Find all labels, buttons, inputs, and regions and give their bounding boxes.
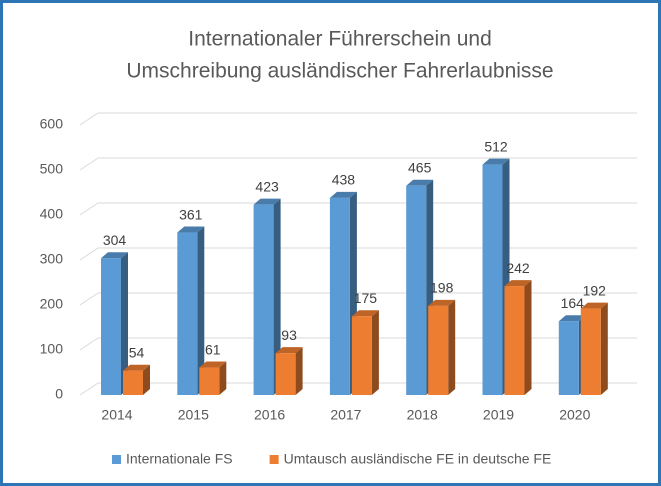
bar-top xyxy=(351,310,379,317)
bar xyxy=(275,353,296,395)
bar xyxy=(199,367,220,395)
bar-top xyxy=(428,299,456,306)
bar-side xyxy=(371,310,379,395)
bar xyxy=(428,305,449,395)
legend-label: Internationale FS xyxy=(126,451,233,467)
value-label: 192 xyxy=(583,282,607,298)
grid-line xyxy=(79,382,99,396)
bar-side xyxy=(600,302,608,395)
bar-top xyxy=(123,364,150,371)
value-label: 438 xyxy=(332,172,356,188)
grid-line xyxy=(79,112,99,126)
bar-side xyxy=(524,280,532,395)
x-tick-label: 2020 xyxy=(559,407,590,423)
bar xyxy=(580,308,601,395)
value-label: 93 xyxy=(281,327,297,343)
value-label: 175 xyxy=(354,290,378,306)
bar xyxy=(329,197,350,395)
grid-line xyxy=(79,247,99,261)
bar-top xyxy=(504,280,532,287)
bar-top xyxy=(275,347,303,354)
y-tick-label: 500 xyxy=(40,161,64,177)
legend-label: Umtausch ausländische FE in deutsche FE xyxy=(284,451,552,467)
bar-side xyxy=(143,364,150,395)
bar xyxy=(558,321,579,395)
bar-top xyxy=(101,252,128,259)
value-label: 304 xyxy=(103,232,127,248)
bar-top xyxy=(406,179,434,186)
legend-swatch xyxy=(112,455,121,464)
bar-side xyxy=(121,252,128,395)
x-tick-label: 2016 xyxy=(254,407,285,423)
bar-side xyxy=(219,361,227,395)
value-label: 61 xyxy=(205,341,221,357)
legend-swatch xyxy=(269,455,279,464)
bar-side xyxy=(273,198,281,395)
bar-side xyxy=(197,226,205,395)
value-label: 465 xyxy=(408,159,432,175)
bar-top xyxy=(580,302,608,309)
bar-top xyxy=(177,226,205,233)
bar xyxy=(406,185,427,395)
grid-line xyxy=(79,337,99,351)
y-tick-label: 600 xyxy=(40,116,64,132)
x-tick-label: 2019 xyxy=(483,407,514,423)
x-tick-label: 2018 xyxy=(407,407,438,423)
value-label: 361 xyxy=(179,206,203,222)
y-tick-label: 400 xyxy=(40,206,64,222)
y-tick-label: 0 xyxy=(55,386,63,402)
chart-title: Umschreibung ausländischer Fahrerlaubnis… xyxy=(126,60,553,83)
bar xyxy=(253,204,274,395)
bar xyxy=(351,316,372,395)
y-tick-label: 100 xyxy=(40,341,64,357)
bar-top xyxy=(253,198,281,205)
bar xyxy=(101,258,121,395)
grid-line xyxy=(79,202,99,216)
value-label: 164 xyxy=(561,295,585,311)
y-tick-label: 200 xyxy=(40,296,64,312)
bar xyxy=(123,370,143,395)
bar xyxy=(482,164,503,395)
bar-side xyxy=(448,299,456,395)
value-label: 242 xyxy=(506,260,530,276)
x-tick-label: 2017 xyxy=(330,407,361,423)
grid-line xyxy=(79,157,99,171)
value-label: 512 xyxy=(484,138,508,154)
grid-line xyxy=(79,292,99,306)
value-label: 423 xyxy=(255,178,279,194)
bar-top xyxy=(329,191,357,198)
value-label: 198 xyxy=(430,280,454,296)
y-tick-label: 300 xyxy=(40,251,64,267)
bar xyxy=(177,232,198,395)
bar-top xyxy=(558,315,586,322)
bar-top xyxy=(199,361,227,368)
x-tick-label: 2015 xyxy=(178,407,209,423)
x-tick-label: 2014 xyxy=(101,407,132,423)
value-label: 54 xyxy=(129,344,145,360)
bar xyxy=(504,286,525,395)
bar-top xyxy=(482,158,510,165)
bar-side xyxy=(295,347,303,395)
chart-title: Internationaler Führerschein und xyxy=(188,28,492,51)
